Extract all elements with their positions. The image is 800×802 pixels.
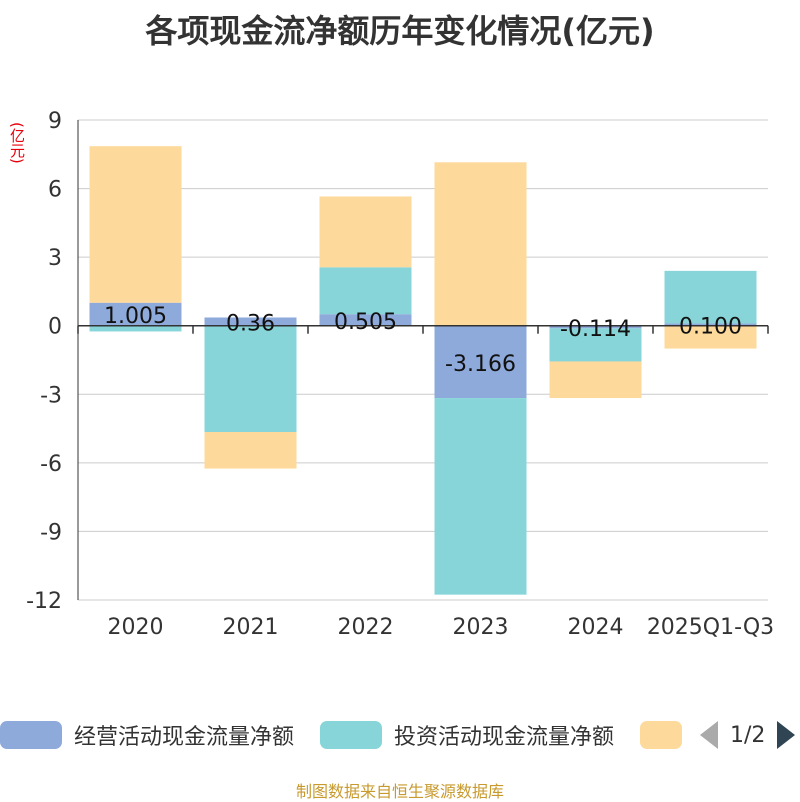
y-tick-label: -6 xyxy=(40,452,62,477)
legend-swatch-operating xyxy=(0,721,62,749)
x-tick-label: 2025Q1-Q3 xyxy=(647,615,774,640)
bar-2023-series-1 xyxy=(434,398,527,595)
chart-title: 各项现金流净额历年变化情况(亿元) xyxy=(145,12,655,50)
bar-2025Q1-Q3-series-1 xyxy=(664,270,757,324)
x-tick-label: 2022 xyxy=(338,615,394,640)
bar-2025Q1-Q3-series-0 xyxy=(664,323,757,326)
bar-2024-series-2 xyxy=(549,361,642,399)
bar-2021-series-0 xyxy=(204,317,297,326)
bar-2020-series-1 xyxy=(89,325,182,332)
y-axis-unit: (亿元) xyxy=(8,122,26,164)
bar-2023-series-0 xyxy=(434,325,527,399)
legend-label-investing: 投资活动现金流量净额 xyxy=(394,725,615,750)
legend-swatch-financing xyxy=(640,721,682,749)
data-label: 0.100 xyxy=(679,315,742,340)
legend-swatch-investing xyxy=(320,721,382,749)
legend-label-operating: 经营活动现金流量净额 xyxy=(74,725,295,750)
legend-item-operating[interactable]: 经营活动现金流量净额 xyxy=(0,718,294,752)
data-label: -0.114 xyxy=(560,317,631,342)
y-tick-label: -3 xyxy=(40,383,62,408)
bar-2021-series-1 xyxy=(204,325,297,432)
bar-2024-series-0 xyxy=(549,325,642,329)
x-tick-label: 2021 xyxy=(223,615,279,640)
y-tick-label: 0 xyxy=(48,315,62,340)
legend-pager: 1/2 xyxy=(700,718,796,752)
legend-item-financing[interactable] xyxy=(640,718,682,752)
x-tick-label: 2020 xyxy=(108,615,164,640)
data-source: 制图数据来自恒生聚源数据库 xyxy=(295,782,504,801)
legend: 经营活动现金流量净额 投资活动现金流量净额 1/2 xyxy=(0,718,800,752)
data-label: 1.005 xyxy=(104,304,167,329)
data-label: 0.505 xyxy=(334,310,397,335)
legend-item-investing[interactable]: 投资活动现金流量净额 xyxy=(320,718,614,752)
bar-2025Q1-Q3-series-2 xyxy=(664,325,757,349)
stacked-bar-chart: 9 6 3 0 -3 -6 -9 -12 1.005 0.36 0.505 -3.166 -0.114 0… xyxy=(26,109,774,640)
bar-2022-series-0 xyxy=(319,314,412,326)
y-tick-label: -9 xyxy=(40,520,62,545)
bar-2024-series-1 xyxy=(549,328,642,362)
bar-2022-series-1 xyxy=(319,267,412,315)
data-label: -3.166 xyxy=(445,352,516,377)
y-tick-label: 3 xyxy=(48,246,62,271)
y-tick-label: 6 xyxy=(48,178,62,203)
bar-2021-series-2 xyxy=(204,432,297,469)
bar-2020-series-0 xyxy=(89,302,182,326)
y-tick-label: 9 xyxy=(48,109,62,134)
bar-2020-series-2 xyxy=(89,146,182,303)
y-tick-label: -12 xyxy=(26,589,62,614)
legend-prev-arrow-icon[interactable] xyxy=(700,721,718,749)
legend-page-indicator: 1/2 xyxy=(730,722,766,748)
bar-2022-series-2 xyxy=(319,196,412,268)
x-tick-label: 2024 xyxy=(568,615,624,640)
x-tick-label: 2023 xyxy=(453,615,509,640)
data-label: 0.36 xyxy=(226,312,275,337)
bar-2023-series-2 xyxy=(434,162,527,326)
legend-next-arrow-icon[interactable] xyxy=(777,721,796,749)
